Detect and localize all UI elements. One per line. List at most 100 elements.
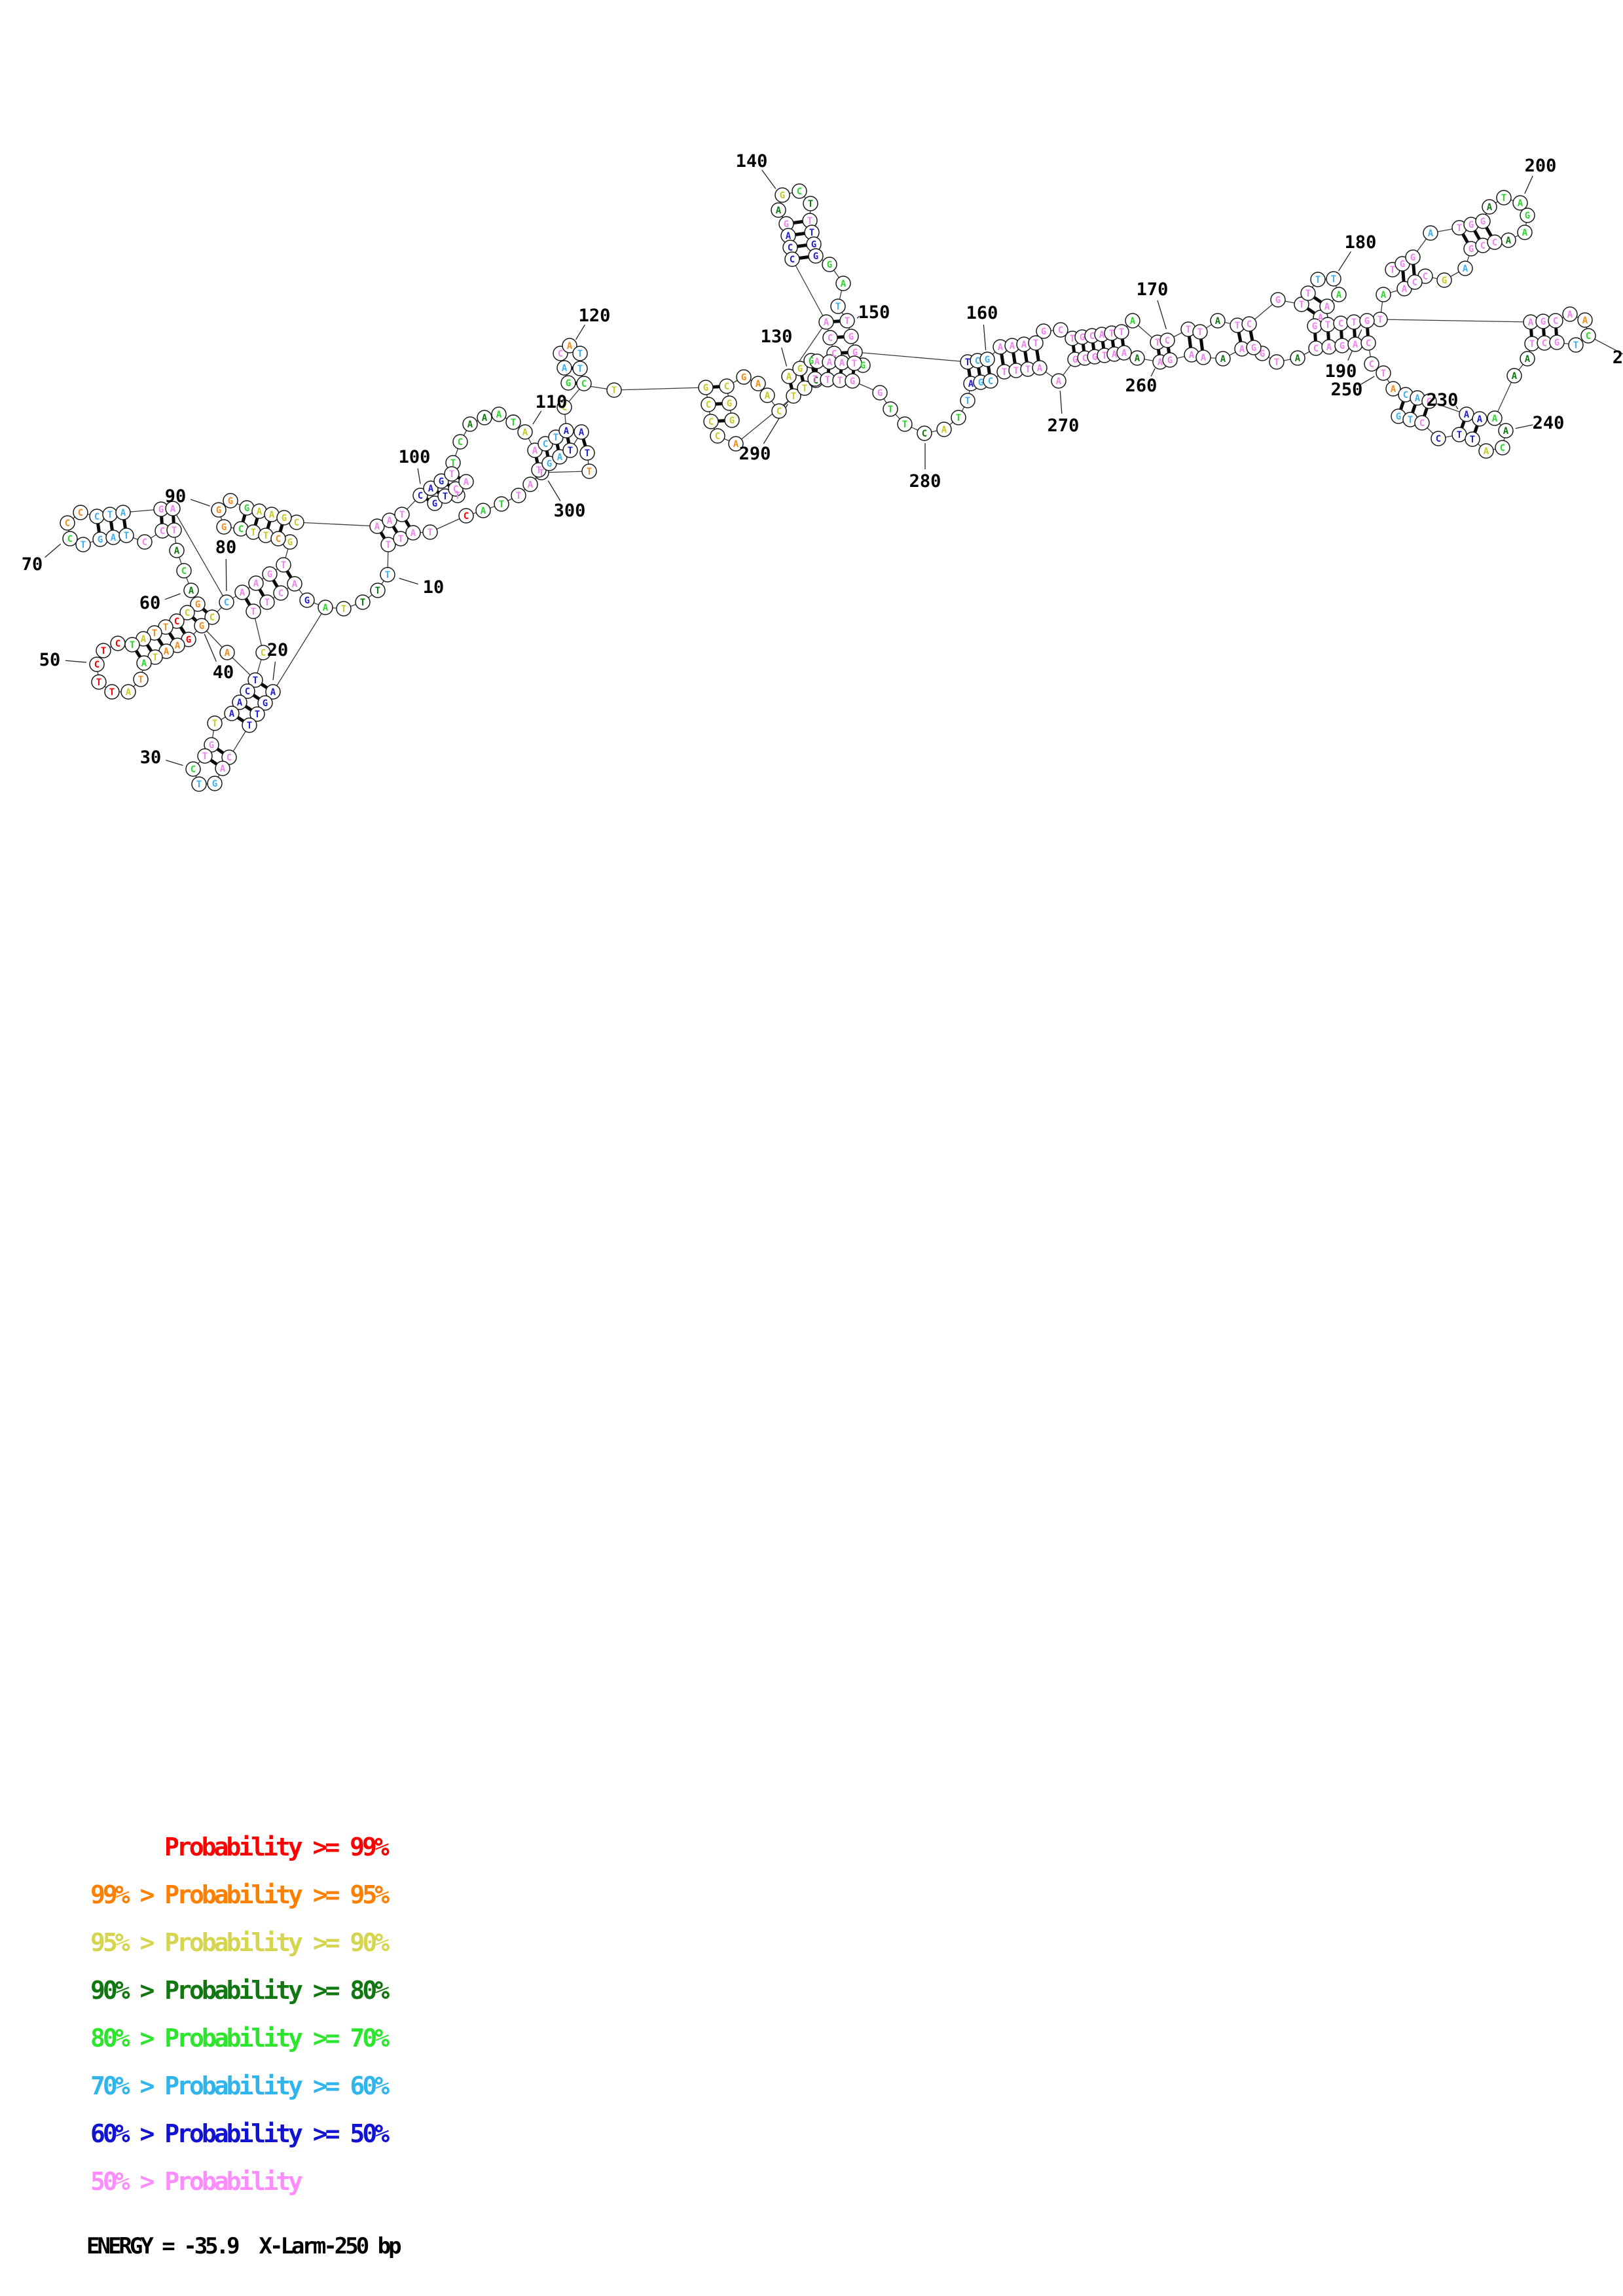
nucleotide-letter: T (516, 491, 521, 501)
nucleotide-letter: C (245, 687, 250, 697)
nucleotide-letter: G (439, 476, 444, 487)
nucleotide-letter: T (251, 607, 256, 617)
label-leader-line (272, 661, 276, 681)
nucleotide-circle (257, 695, 273, 711)
nucleotide-letter: A (1122, 348, 1127, 359)
position-label-200: 200 (1525, 156, 1557, 176)
nucleotide-letter: A (776, 206, 782, 216)
nucleotide-circle (830, 298, 846, 314)
nucleotide-letter: G (212, 779, 217, 789)
nucleotide-circle (721, 395, 737, 411)
nucleotide-circle (522, 476, 538, 492)
nucleotide-letter: C (181, 566, 187, 577)
nucleotide-letter: C (160, 526, 165, 537)
nucleotide-letter: C (67, 534, 73, 545)
nucleotide-letter: A (174, 546, 180, 556)
nucleotide-letter: C (797, 187, 802, 197)
nucleotide-letter: T (808, 199, 813, 209)
nucleotide-circle (262, 566, 278, 582)
nucleotide-letter: T (791, 391, 796, 402)
nucleotide-circle (1162, 352, 1178, 368)
nucleotide-circle (382, 512, 397, 528)
nucleotide-letter: T (1002, 367, 1007, 378)
position-label-110: 110 (536, 392, 568, 412)
legend-row-60: 70% > Probability >= 60% (90, 2072, 390, 2100)
nucleotide-letter: A (1215, 316, 1221, 327)
nucleotide-letter: A (1130, 316, 1136, 327)
nucleotide-circle (1210, 313, 1226, 329)
nucleotide-letter: T (1025, 365, 1030, 375)
nucleotide-circle (73, 505, 88, 520)
nucleotide-letter: C (65, 518, 70, 529)
nucleotide-letter: C (715, 431, 720, 442)
nucleotide-letter: A (839, 358, 845, 368)
nucleotide-circle (703, 414, 719, 429)
nucleotide-circle (458, 508, 474, 524)
nucleotide-letter: T (1315, 275, 1321, 285)
nucleotide-letter: G (1092, 352, 1097, 363)
nucleotide-letter: G (1541, 317, 1546, 327)
nucleotide-circle (808, 248, 824, 264)
nucleotide-circle (1319, 298, 1335, 314)
nucleotide-letter: C (418, 491, 423, 501)
nucleotide-letter: A (482, 413, 488, 423)
label-leader-line (417, 468, 421, 484)
nucleotide-letter: T (1381, 368, 1386, 379)
nucleotide-letter: G (860, 361, 866, 371)
nucleotide-circle (1359, 313, 1375, 329)
nucleotide-letter: T (888, 404, 893, 415)
nucleotide-circle (1414, 415, 1430, 431)
nucleotide-letter: T (1155, 338, 1160, 348)
nucleotide-letter: A (1582, 315, 1588, 326)
nucleotide-circle (185, 761, 201, 777)
nucleotide-circle (276, 557, 291, 573)
nucleotide-circle (270, 531, 286, 547)
nucleotide-circle (60, 515, 75, 531)
nucleotide-letter: T (1470, 435, 1475, 445)
nucleotide-circle (1562, 306, 1578, 322)
nucleotide-circle (1300, 285, 1316, 301)
position-label-130: 130 (761, 327, 793, 347)
nucleotide-circle (176, 563, 192, 579)
nucleotide-letter: T (253, 675, 258, 686)
position-label-180: 180 (1345, 232, 1377, 253)
nucleotide-circle (1421, 393, 1437, 409)
backbone-link (172, 508, 227, 603)
nucleotide-letter: C (1423, 272, 1428, 282)
nucleotide-letter: C (706, 400, 711, 410)
nucleotide-circle (136, 655, 152, 671)
nucleotide-circle (433, 473, 449, 489)
nucleotide-circle (166, 522, 182, 538)
nucleotide-circle (115, 505, 131, 520)
nucleotide-circle (771, 202, 786, 218)
nucleotide-letter: C (191, 764, 196, 775)
nucleotide-circle (1376, 287, 1391, 302)
position-label-270: 270 (1048, 416, 1080, 436)
nucleotide-circle (771, 403, 787, 419)
nucleotide-letter: C (174, 617, 179, 627)
nucleotide-circle (759, 387, 775, 403)
nucleotide-circle (979, 351, 995, 367)
nucleotide-letter: A (1506, 236, 1512, 246)
nucleotide-letter: T (1377, 315, 1383, 325)
nucleotide-circle (1498, 423, 1514, 439)
nucleotide-circle (273, 585, 289, 601)
nucleotide-circle (1331, 287, 1347, 302)
nucleotide-circle (120, 684, 136, 700)
nucleotide-letter: G (1275, 295, 1281, 306)
nucleotide-letter: C (1403, 390, 1408, 401)
backbone-link (1379, 319, 1531, 323)
nucleotide-letter: T (386, 540, 391, 550)
nucleotide-letter: G (1251, 343, 1256, 353)
nucleotide-circle (1376, 365, 1391, 381)
nucleotide-letter: C (1492, 238, 1497, 248)
nucleotide-circle (698, 380, 714, 395)
label-leader-line (983, 324, 987, 351)
nucleotide-circle (1036, 323, 1051, 339)
position-label-280: 280 (909, 471, 941, 492)
nucleotide-circle (606, 382, 622, 398)
nucleotide-letter: G (304, 596, 310, 606)
nucleotide-letter: T (153, 653, 158, 663)
nucleotide-letter: T (1033, 338, 1038, 349)
